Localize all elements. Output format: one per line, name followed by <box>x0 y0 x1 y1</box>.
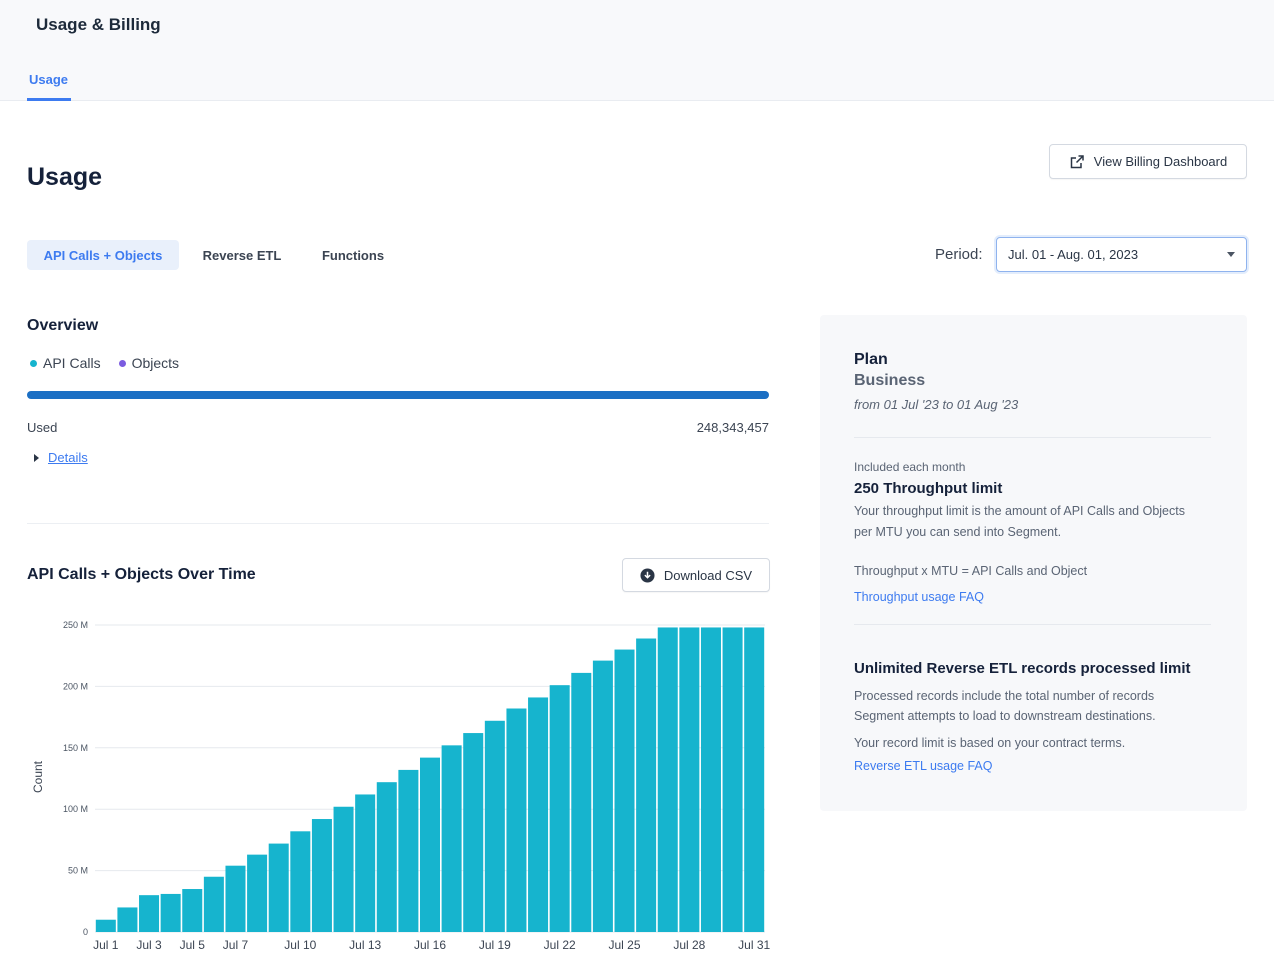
reverse-etl-faq-link[interactable]: Reverse ETL usage FAQ <box>854 759 993 773</box>
api-calls-legend-dot <box>30 359 37 367</box>
external-link-icon <box>1070 154 1084 168</box>
reverse-etl-limit-title: Unlimited Reverse ETL records processed … <box>854 660 1191 677</box>
reverse-etl-limit-note: Your record limit is based on your contr… <box>854 736 1126 750</box>
chart-bar[interactable] <box>484 720 505 932</box>
usage-progress-bar <box>27 391 769 399</box>
y-axis-label: Count <box>31 760 45 793</box>
used-label: Used <box>27 420 58 435</box>
throughput-description: Your throughput limit is the amount of A… <box>854 504 1185 539</box>
plan-date-range: from 01 Jul '23 to 01 Aug '23 <box>854 397 1019 412</box>
section-divider <box>27 523 769 524</box>
period-label: Period: <box>935 246 983 263</box>
objects-legend-dot <box>118 359 126 367</box>
chart-bar[interactable] <box>203 876 224 932</box>
throughput-faq-link[interactable]: Throughput usage FAQ <box>854 590 984 604</box>
x-tick-label: Jul 16 <box>414 938 446 952</box>
x-tick-label: Jul 13 <box>349 938 381 952</box>
chart-bar[interactable] <box>592 660 613 932</box>
chart-bar[interactable] <box>268 843 289 932</box>
top-bar: Usage & Billing Usage <box>0 0 1274 101</box>
app-title: Usage & Billing <box>36 15 161 34</box>
chart-bar[interactable] <box>355 794 376 932</box>
y-tick-label: 0 <box>83 927 88 937</box>
x-tick-label: Jul 7 <box>223 938 249 952</box>
chart-bar[interactable] <box>247 854 268 932</box>
chart-bar[interactable] <box>376 782 397 932</box>
caret-right-icon <box>34 453 39 462</box>
chart-bar[interactable] <box>636 638 657 932</box>
overview-title: Overview <box>27 317 99 334</box>
chart-bar[interactable] <box>95 919 116 932</box>
chart-bar[interactable] <box>182 889 203 932</box>
chart-bar[interactable] <box>117 907 138 932</box>
page-title: Usage <box>27 163 103 191</box>
chart-title: API Calls + Objects Over Time <box>27 566 256 583</box>
throughput-formula: Throughput x MTU = API Calls and Object <box>854 564 1088 578</box>
y-tick-label: 150 M <box>63 743 88 753</box>
reverse-etl-description: Processed records include the total numb… <box>854 689 1156 723</box>
chart-bar[interactable] <box>333 806 354 932</box>
chart-bar[interactable] <box>419 757 441 932</box>
plan-name: Business <box>854 372 926 389</box>
card-divider <box>854 437 1211 438</box>
x-tick-label: Jul 3 <box>136 938 162 952</box>
view-billing-dashboard-label: View Billing Dashboard <box>1093 154 1228 169</box>
period-select[interactable]: Jul. 01 - Aug. 01, 2023 <box>996 237 1247 272</box>
throughput-title: 250 Throughput limit <box>854 480 1003 497</box>
x-tick-label: Jul 28 <box>673 938 705 952</box>
download-csv-label: Download CSV <box>663 567 753 583</box>
card-divider <box>854 624 1211 625</box>
x-tick-label: Jul 22 <box>544 938 576 952</box>
tab-usage[interactable]: Usage <box>29 72 69 87</box>
x-tick-label: Jul 19 <box>479 938 511 952</box>
chart-bar[interactable] <box>744 627 765 932</box>
chart-bar[interactable] <box>225 865 246 932</box>
chart-bar[interactable] <box>139 895 160 932</box>
chart-bar[interactable] <box>549 685 570 932</box>
objects-legend-label: Objects <box>131 355 180 371</box>
tab-api-calls-objects[interactable]: API Calls + Objects <box>27 240 179 270</box>
caret-down-icon <box>1227 252 1235 257</box>
chart-bar[interactable] <box>160 893 181 932</box>
api-calls-legend-label: API Calls <box>43 355 101 371</box>
chart-bar[interactable] <box>657 627 678 932</box>
details-link[interactable]: Details <box>48 450 88 465</box>
tab-usage-indicator <box>27 98 71 101</box>
y-tick-label: 250 M <box>63 620 88 630</box>
download-icon <box>640 567 655 583</box>
period-value: Jul. 01 - Aug. 01, 2023 <box>1008 247 1139 262</box>
plan-heading: Plan <box>854 351 888 368</box>
y-tick-label: 50 M <box>68 866 88 876</box>
x-tick-label: Jul 1 <box>93 938 119 952</box>
details-toggle[interactable]: Details <box>34 450 88 465</box>
chart-bar[interactable] <box>398 769 419 932</box>
chart-bar[interactable] <box>463 733 484 932</box>
y-tick-label: 100 M <box>63 804 88 814</box>
chart-bar[interactable] <box>700 627 721 932</box>
x-tick-label: Jul 10 <box>284 938 316 952</box>
included-label: Included each month <box>854 460 966 474</box>
chart-bar[interactable] <box>679 627 700 932</box>
y-tick-label: 200 M <box>63 681 88 691</box>
used-value: 248,343,457 <box>696 420 769 435</box>
chart-bar[interactable] <box>571 672 592 932</box>
download-csv-button[interactable]: Download CSV <box>622 558 770 592</box>
chart-bar[interactable] <box>528 697 549 932</box>
x-tick-label: Jul 25 <box>609 938 641 952</box>
chart-bar[interactable] <box>441 745 462 932</box>
plan-card: Plan Business from 01 Jul '23 to 01 Aug … <box>820 315 1247 811</box>
tab-functions[interactable]: Functions <box>321 247 385 263</box>
x-tick-label: Jul 5 <box>180 938 206 952</box>
usage-bar-chart: 0 50 M 100 M 150 M 200 M 250 M Jul 1 Jul 3 Jul … <box>31 620 771 952</box>
chart-bar[interactable] <box>506 708 527 932</box>
view-billing-dashboard-button[interactable]: View Billing Dashboard <box>1049 144 1247 179</box>
chart-bar[interactable] <box>614 649 635 932</box>
chart-bar[interactable] <box>722 627 743 932</box>
overview-legend: API Calls Objects <box>30 355 179 371</box>
chart-bar[interactable] <box>311 819 332 932</box>
chart-bar[interactable] <box>290 831 311 932</box>
tab-reverse-etl[interactable]: Reverse ETL <box>202 247 282 263</box>
x-tick-label: Jul 31 <box>738 938 770 952</box>
